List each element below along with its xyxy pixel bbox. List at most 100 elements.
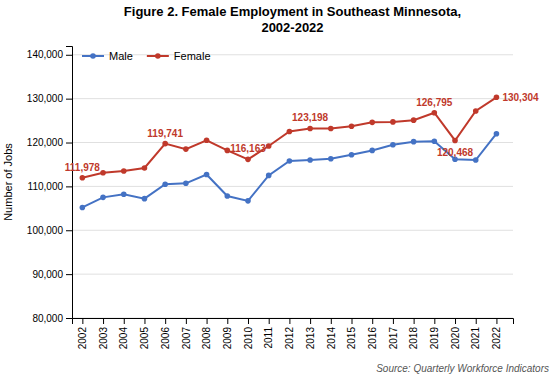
x-tick-mark: [496, 318, 497, 324]
series-point: [473, 157, 479, 163]
x-axis: 2002200320042005200620072008200920102011…: [73, 318, 514, 349]
y-tick-label: 140,000: [27, 49, 64, 60]
x-tick-mark: [289, 318, 290, 324]
series-point: [142, 165, 148, 171]
x-tick-label: 2008: [201, 327, 212, 350]
y-tick-mark: [66, 318, 72, 319]
x-tick-mark: [227, 318, 228, 324]
plot-area: 80,00090,000100,000110,000120,000130,000…: [2, 47, 539, 350]
x-tick: 2007: [181, 318, 192, 349]
y-tick-mark: [66, 230, 72, 231]
y-tick: 110,000: [28, 181, 72, 192]
x-tick: 2009: [222, 318, 233, 349]
annotation: 116,163: [230, 143, 266, 154]
y-tick: 130,000: [27, 93, 72, 104]
title-line: Figure 2. Female Employment in Southeast…: [124, 4, 461, 19]
legend-marker: [155, 53, 161, 59]
x-tick: 2008: [201, 318, 212, 349]
x-tick: 2006: [160, 318, 171, 349]
y-tick: 80,000: [32, 313, 72, 324]
series-point: [80, 175, 86, 181]
legend-item: Male: [82, 50, 133, 62]
x-tick-mark: [269, 318, 270, 324]
x-tick-mark: [455, 318, 456, 324]
x-tick-label: 2017: [388, 327, 399, 350]
y-tick-label: 80,000: [32, 313, 63, 324]
x-tick-label: 2004: [118, 327, 129, 350]
x-tick-mark: [352, 318, 353, 324]
series-point: [245, 198, 251, 204]
series-point: [307, 126, 313, 132]
series-point: [183, 181, 189, 187]
x-tick: 2021: [470, 318, 481, 349]
series-point: [162, 181, 168, 187]
annotation: 119,741: [147, 128, 183, 139]
annotation: 111,978: [65, 162, 100, 173]
series-point: [473, 108, 479, 114]
title: Figure 2. Female Employment in Southeast…: [124, 4, 461, 35]
y-tick-label: 100,000: [27, 225, 64, 236]
y-tick-mark: [66, 55, 72, 56]
x-tick-label: 2003: [98, 327, 109, 350]
series-point: [328, 156, 334, 162]
series-point: [266, 173, 272, 179]
x-tick-label: 2009: [222, 327, 233, 350]
x-tick-label: 2013: [305, 327, 316, 350]
y-axis-title: Number of Jobs: [2, 143, 14, 221]
series-point: [266, 143, 272, 149]
source: Source: Quarterly Workforce Indicators: [376, 363, 549, 374]
x-tick-label: 2015: [346, 327, 357, 350]
grid-line: [72, 54, 513, 55]
chart: 80,00090,000100,000110,000120,000130,000…: [0, 0, 557, 376]
x-tick-mark: [103, 318, 104, 324]
annotations: 111,978119,741116,163123,198126,795120,4…: [65, 92, 539, 173]
y-tick-mark: [66, 99, 72, 100]
x-tick: 2018: [408, 318, 419, 349]
x-tick-mark: [434, 318, 435, 324]
y-tick-mark: [66, 274, 72, 275]
grid-line: [72, 274, 513, 275]
x-tick: 2010: [243, 318, 254, 349]
y-tick-label: 130,000: [27, 93, 64, 104]
series-point: [349, 123, 355, 129]
y-axis: 80,00090,000100,000110,000120,000130,000…: [27, 47, 73, 324]
series-point: [494, 131, 500, 137]
series-point: [328, 126, 334, 132]
x-tick-mark: [393, 318, 394, 324]
series-point: [142, 196, 148, 202]
series-point: [390, 142, 396, 148]
x-tick-mark: [248, 318, 249, 324]
series-line: [82, 134, 496, 208]
series-line: [82, 97, 496, 177]
x-tick-label: 2019: [429, 327, 440, 350]
grid: [72, 55, 513, 318]
annotation: 126,795: [416, 97, 453, 108]
x-tick-label: 2021: [470, 327, 481, 350]
x-tick-mark: [124, 318, 125, 324]
series-point: [452, 138, 458, 144]
series-point: [432, 110, 438, 116]
series-point: [183, 146, 189, 152]
marks: [80, 95, 500, 211]
grid-line: [72, 186, 513, 187]
series-point: [245, 157, 251, 163]
x-tick-mark: [310, 318, 311, 324]
series-point: [369, 148, 375, 154]
y-tick: 90,000: [32, 269, 72, 280]
x-tick: 2003: [98, 318, 109, 349]
x-tick: 2019: [429, 318, 440, 349]
x-tick-label: 2007: [181, 327, 192, 350]
x-tick-label: 2002: [77, 327, 88, 350]
series-point: [204, 138, 210, 144]
y-tick-mark: [66, 143, 72, 144]
series-point: [411, 139, 417, 145]
grid-line: [72, 142, 513, 143]
x-tick: 2020: [450, 318, 461, 349]
series-point: [287, 158, 293, 164]
series-point: [411, 117, 417, 123]
series-point: [121, 191, 127, 197]
series-point: [494, 95, 500, 101]
x-tick: 2002: [77, 318, 88, 349]
annotation: 123,198: [292, 112, 329, 123]
x-tick-mark: [207, 318, 208, 324]
